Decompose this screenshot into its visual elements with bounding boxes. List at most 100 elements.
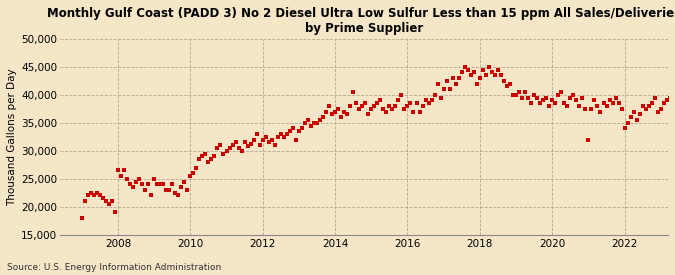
Point [390, 104, 401, 108]
Point [405, 101, 416, 105]
Point [574, 104, 585, 108]
Point [261, 134, 271, 139]
Point [462, 67, 473, 72]
Point [342, 112, 352, 117]
Point [194, 157, 205, 161]
Point [209, 154, 220, 159]
Point [233, 146, 244, 150]
Point [432, 81, 443, 86]
Y-axis label: Thousand Gallons per Day: Thousand Gallons per Day [7, 68, 17, 206]
Point [384, 104, 395, 108]
Point [372, 101, 383, 105]
Point [493, 67, 504, 72]
Point [381, 109, 392, 114]
Point [369, 104, 380, 108]
Point [315, 118, 325, 122]
Point [227, 143, 238, 147]
Point [357, 104, 368, 108]
Point [275, 132, 286, 136]
Point [191, 165, 202, 170]
Point [333, 107, 344, 111]
Point [637, 104, 648, 108]
Point [97, 196, 108, 200]
Point [502, 84, 512, 89]
Point [423, 101, 434, 105]
Point [360, 101, 371, 105]
Point [312, 120, 323, 125]
Point [481, 73, 491, 78]
Point [532, 95, 543, 100]
Point [441, 79, 452, 83]
Point [91, 191, 102, 195]
Point [586, 107, 597, 111]
Point [351, 101, 362, 105]
Point [553, 93, 564, 97]
Point [511, 93, 522, 97]
Point [306, 123, 317, 128]
Point [239, 140, 250, 145]
Point [203, 160, 214, 164]
Point [290, 137, 301, 142]
Point [399, 107, 410, 111]
Point [426, 98, 437, 103]
Point [170, 191, 181, 195]
Point [583, 137, 594, 142]
Point [327, 112, 338, 117]
Point [522, 95, 533, 100]
Point [236, 148, 247, 153]
Point [300, 120, 310, 125]
Point [131, 179, 142, 184]
Point [662, 98, 672, 103]
Point [161, 188, 171, 192]
Point [107, 199, 117, 203]
Point [547, 98, 558, 103]
Point [444, 87, 455, 91]
Point [176, 185, 187, 189]
Point [477, 67, 488, 72]
Point [664, 95, 675, 100]
Point [628, 109, 639, 114]
Point [242, 144, 253, 148]
Point [460, 65, 470, 69]
Point [318, 115, 329, 119]
Point [230, 140, 241, 145]
Point [529, 93, 539, 97]
Point [631, 118, 642, 122]
Point [641, 107, 651, 111]
Point [526, 101, 537, 105]
Point [197, 154, 208, 159]
Point [366, 107, 377, 111]
Point [538, 98, 549, 103]
Point [592, 104, 603, 108]
Point [589, 98, 600, 103]
Point [616, 107, 627, 111]
Point [649, 95, 660, 100]
Point [263, 140, 274, 145]
Point [200, 151, 211, 156]
Point [212, 146, 223, 150]
Point [601, 104, 612, 108]
Point [550, 101, 561, 105]
Point [475, 76, 485, 80]
Point [420, 98, 431, 103]
Point [248, 137, 259, 142]
Point [115, 174, 126, 178]
Point [218, 151, 229, 156]
Point [345, 104, 356, 108]
Point [76, 216, 87, 220]
Point [224, 146, 235, 150]
Point [414, 109, 425, 114]
Point [323, 104, 334, 108]
Point [288, 126, 298, 131]
Point [88, 193, 99, 198]
Point [179, 179, 190, 184]
Point [505, 81, 516, 86]
Point [495, 73, 506, 78]
Point [182, 188, 192, 192]
Point [296, 126, 307, 131]
Point [125, 182, 136, 186]
Point [483, 65, 494, 69]
Point [164, 188, 175, 192]
Point [562, 104, 572, 108]
Point [613, 101, 624, 105]
